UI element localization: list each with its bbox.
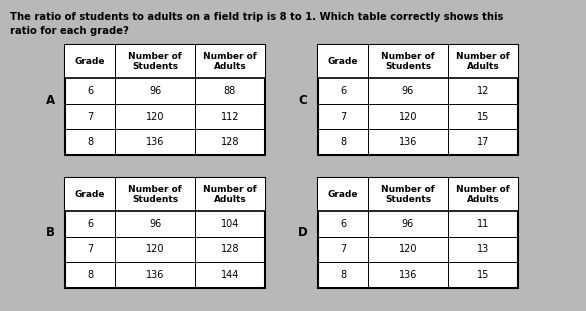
Text: 144: 144 <box>221 270 239 280</box>
Text: 96: 96 <box>402 219 414 229</box>
Text: B: B <box>46 226 54 239</box>
Text: 88: 88 <box>224 86 236 96</box>
Text: 13: 13 <box>477 244 489 254</box>
Text: 15: 15 <box>477 112 489 122</box>
Text: 8: 8 <box>340 137 346 147</box>
Text: 120: 120 <box>146 112 164 122</box>
Text: Grade: Grade <box>75 57 105 66</box>
Text: 8: 8 <box>87 137 93 147</box>
Bar <box>65 178 265 288</box>
Bar <box>65 45 265 78</box>
Text: Number of
Students: Number of Students <box>128 52 182 71</box>
Text: Grade: Grade <box>328 57 358 66</box>
Text: 17: 17 <box>477 137 489 147</box>
Text: 6: 6 <box>340 219 346 229</box>
Text: C: C <box>299 94 308 106</box>
Text: Number of
Students: Number of Students <box>381 52 435 71</box>
Text: Number of
Adults: Number of Adults <box>456 52 510 71</box>
Bar <box>318 45 518 155</box>
Text: 136: 136 <box>146 270 164 280</box>
Text: A: A <box>46 94 54 106</box>
Text: 7: 7 <box>87 112 93 122</box>
Text: 128: 128 <box>221 137 239 147</box>
Text: 96: 96 <box>402 86 414 96</box>
Text: 7: 7 <box>340 244 346 254</box>
Bar <box>318 178 518 211</box>
Text: Number of
Students: Number of Students <box>128 185 182 204</box>
Text: 7: 7 <box>340 112 346 122</box>
Text: 6: 6 <box>87 219 93 229</box>
Text: 8: 8 <box>87 270 93 280</box>
Text: 120: 120 <box>398 244 417 254</box>
Text: 112: 112 <box>221 112 239 122</box>
Text: 15: 15 <box>477 270 489 280</box>
Text: 7: 7 <box>87 244 93 254</box>
Text: Number of
Adults: Number of Adults <box>456 185 510 204</box>
Text: 120: 120 <box>146 244 164 254</box>
Text: 6: 6 <box>340 86 346 96</box>
Bar <box>318 45 518 78</box>
Bar <box>318 178 518 288</box>
Text: 96: 96 <box>149 86 161 96</box>
Text: ratio for each grade?: ratio for each grade? <box>10 26 129 36</box>
Text: 6: 6 <box>87 86 93 96</box>
Text: Grade: Grade <box>328 190 358 199</box>
Text: D: D <box>298 226 308 239</box>
Text: 136: 136 <box>399 137 417 147</box>
Text: Grade: Grade <box>75 190 105 199</box>
Text: 136: 136 <box>399 270 417 280</box>
Text: 11: 11 <box>477 219 489 229</box>
Bar <box>65 178 265 211</box>
Text: 12: 12 <box>477 86 489 96</box>
Text: 120: 120 <box>398 112 417 122</box>
Text: Number of
Adults: Number of Adults <box>203 185 257 204</box>
Text: 96: 96 <box>149 219 161 229</box>
Text: Number of
Students: Number of Students <box>381 185 435 204</box>
Bar <box>65 45 265 155</box>
Text: 104: 104 <box>221 219 239 229</box>
Text: 8: 8 <box>340 270 346 280</box>
Text: Number of
Adults: Number of Adults <box>203 52 257 71</box>
Text: The ratio of students to adults on a field trip is 8 to 1. Which table correctly: The ratio of students to adults on a fie… <box>10 12 503 22</box>
Text: 136: 136 <box>146 137 164 147</box>
Text: 128: 128 <box>221 244 239 254</box>
